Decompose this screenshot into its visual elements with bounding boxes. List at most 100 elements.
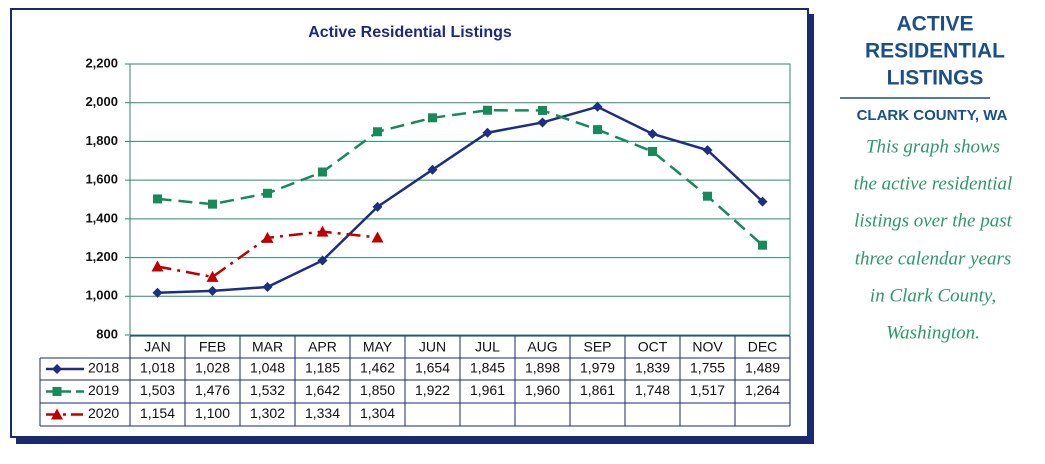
x-tick-label: APR [308,339,337,355]
data-point [261,231,274,243]
y-tick-label: 1,400 [85,210,118,225]
table-cell: 1,961 [470,382,505,398]
data-point [427,164,438,175]
y-tick-label: 2,200 [85,55,118,70]
data-point [647,128,658,139]
table-cell: 1,898 [525,360,560,376]
data-point [152,287,163,298]
legend-label: 2019 [88,382,119,398]
x-tick-label: DEC [748,339,778,355]
table-cell: 1,850 [360,382,395,398]
sidebar-heading: ACTIVE [896,13,973,36]
x-tick-label: MAR [252,339,283,355]
legend-marker [52,364,62,374]
data-point [372,201,383,212]
data-point [318,167,327,177]
table-cell: 1,845 [470,360,505,376]
sidebar-line: in Clark County, [870,285,996,306]
sidebar-line: This graph shows [866,136,1000,157]
table-cell: 1,654 [415,360,450,376]
data-point [151,260,164,272]
table-cell: 1,264 [745,382,780,398]
table-cell: 1,185 [305,360,340,376]
data-point [207,285,218,296]
data-point [482,127,493,138]
sidebar-line: Washington. [886,322,980,343]
table-cell: 1,048 [250,360,285,376]
legend-marker [52,387,62,396]
x-tick-label: FEB [199,339,226,355]
legend-label: 2018 [88,360,119,376]
data-point [537,117,548,128]
table-cell: 1,960 [525,382,560,398]
y-tick-label: 1,800 [85,133,118,148]
table-cell: 1,462 [360,360,395,376]
sidebar-text: This graph shows the active residential … [854,136,1013,343]
table-cell: 1,517 [690,382,725,398]
table-cell: 1,922 [415,382,450,398]
table-cell: 1,018 [140,360,175,376]
data-point [262,281,273,292]
data-point [702,145,713,156]
series-line [157,109,764,247]
data-point [428,113,437,123]
x-tick-label: JAN [144,339,170,355]
x-tick-label: OCT [638,339,668,355]
table-cell: 1,489 [745,360,780,376]
sidebar-subheading: CLARK COUNTY, WA [857,107,1008,124]
table-cell: 1,642 [305,382,340,398]
x-tick-label: NOV [692,339,723,355]
data-point [593,125,602,135]
table-cell: 1,302 [250,405,285,421]
x-tick-label: MAY [363,339,393,355]
table-cell: 1,476 [195,382,230,398]
x-tick-label: JUN [419,339,446,355]
data-point [371,231,384,243]
table-cell: 1,755 [690,360,725,376]
data-point [592,101,603,112]
table-cell: 1,532 [250,382,285,398]
data-point [538,105,547,115]
chart-frame [10,8,809,438]
x-tick-label: AUG [527,339,557,355]
table-cell: 1,334 [305,405,340,421]
x-tick-label: JUL [475,339,500,355]
legend-marker [51,408,63,420]
x-tick-label: SEP [583,339,611,355]
table-cell: 1,979 [580,360,615,376]
data-point [317,255,328,266]
table-cell: 1,028 [195,360,230,376]
table-cell: 1,100 [195,405,230,421]
chart-title: Active Residential Listings [308,24,512,41]
legend-label: 2020 [88,405,119,421]
table-cell: 1,839 [635,360,670,376]
table-cell: 1,861 [580,382,615,398]
data-point [757,196,768,207]
table-cell: 1,748 [635,382,670,398]
table-cell: 1,304 [360,405,395,421]
data-point [648,146,657,156]
data-point [153,194,162,204]
sidebar-line: three calendar years [855,248,1012,269]
y-tick-label: 1,600 [85,172,118,187]
sidebar-line: listings over the past [854,210,1013,231]
sidebar-heading: LISTINGS [887,67,984,90]
data-point [373,127,382,137]
data-point [263,188,272,198]
table-cell: 1,503 [140,382,175,398]
data-point [483,105,492,115]
sidebar-heading: RESIDENTIAL [865,40,1005,63]
data-point [206,270,219,282]
data-point [758,240,767,250]
y-tick-label: 2,000 [85,94,118,109]
data-point [703,191,712,201]
sidebar-line: the active residential [854,173,1013,194]
table-cell: 1,154 [140,405,175,421]
data-point [208,199,217,209]
data-point [316,225,329,237]
y-tick-label: 1,200 [85,249,118,264]
y-tick-label: 1,000 [85,288,118,303]
series-line [157,105,764,295]
y-tick-label: 800 [96,326,118,341]
